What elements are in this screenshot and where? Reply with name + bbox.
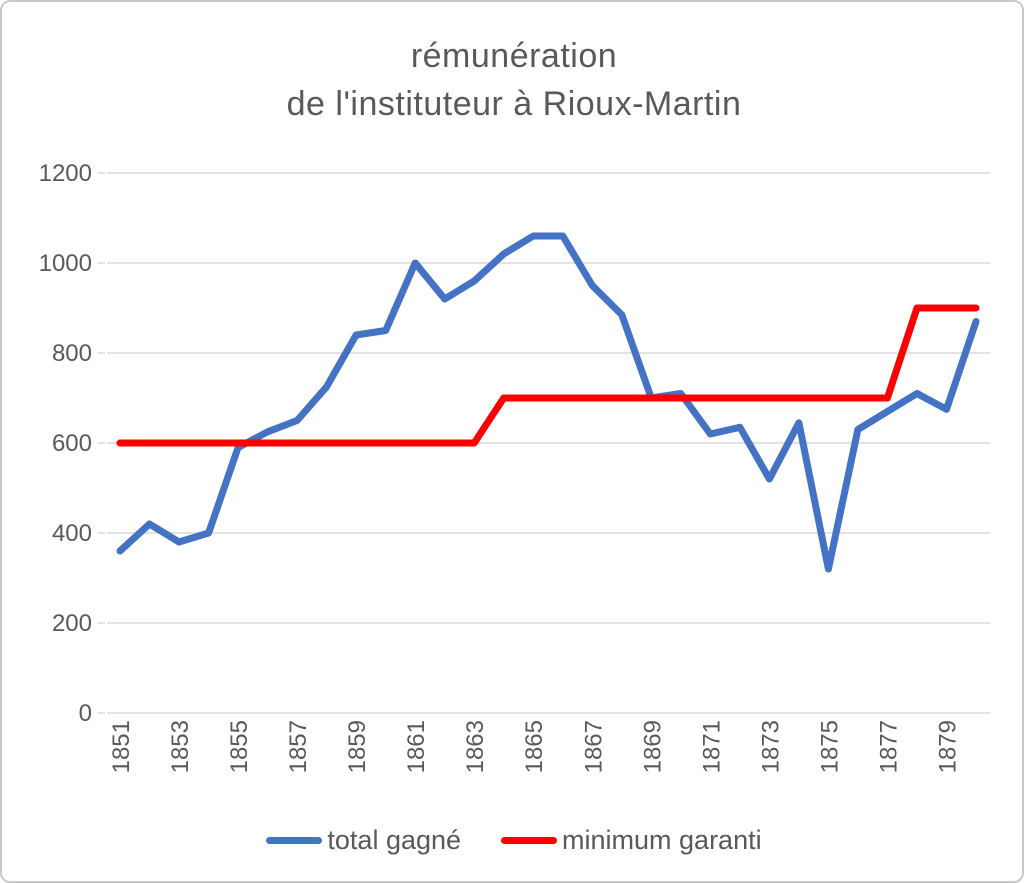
line-series-minimum-garanti — [116, 304, 980, 447]
x-tick-label-1867: 1867 — [580, 720, 607, 773]
y-tick-label-600: 600 — [52, 430, 92, 457]
y-tick-label-400: 400 — [52, 520, 92, 547]
y-tick-label-1000: 1000 — [39, 250, 92, 277]
chart-title-line1: rémunération — [410, 37, 618, 75]
line-series-total-gagné — [116, 232, 980, 573]
legend-label-minimum-garanti: minimum garanti — [562, 824, 762, 855]
x-tick-label-1879: 1879 — [934, 720, 961, 773]
legend-line-total-gagne-icon — [266, 836, 323, 844]
x-tick-label-1855: 1855 — [226, 720, 253, 773]
x-tick-label-1869: 1869 — [639, 720, 666, 773]
x-tick-label-1871: 1871 — [698, 720, 725, 773]
y-tick-label-1200: 1200 — [39, 160, 92, 187]
x-tick-label-1875: 1875 — [816, 720, 843, 773]
legend: total gagné minimum garanti — [2, 818, 1022, 862]
y-axis-labels: 0 200 400 600 800 1000 1200 — [39, 160, 92, 727]
gridlines — [98, 172, 990, 714]
x-tick-label-1853: 1853 — [167, 720, 194, 773]
x-tick-label-1859: 1859 — [344, 720, 371, 773]
x-tick-label-1877: 1877 — [875, 720, 902, 773]
y-tick-label-0: 0 — [79, 700, 92, 727]
x-tick-label-1863: 1863 — [462, 720, 489, 773]
data-series — [116, 232, 980, 573]
y-tick-label-800: 800 — [52, 340, 92, 367]
x-tick-label-1865: 1865 — [521, 720, 548, 773]
x-tick-label-1873: 1873 — [757, 720, 784, 773]
x-tick-label-1857: 1857 — [285, 720, 312, 773]
legend-item-total-gagne: total gagné — [266, 825, 461, 856]
legend-item-minimum-garanti: minimum garanti — [501, 825, 762, 856]
chart-title-line2: de l'instituteur à Rioux-Martin — [286, 85, 742, 123]
x-tick-label-1851: 1851 — [108, 720, 135, 773]
legend-line-minimum-garanti-icon — [501, 836, 558, 844]
legend-label-total-gagne: total gagné — [327, 824, 462, 855]
chart-title: rémunération de l'instituteur à Rioux-Ma… — [2, 32, 1022, 128]
y-tick-label-200: 200 — [52, 610, 92, 637]
x-tick-label-1861: 1861 — [403, 720, 430, 773]
x-axis-labels: 1851 1853 1855 1857 1859 1861 1863 1865 1867 1869… — [108, 720, 961, 773]
